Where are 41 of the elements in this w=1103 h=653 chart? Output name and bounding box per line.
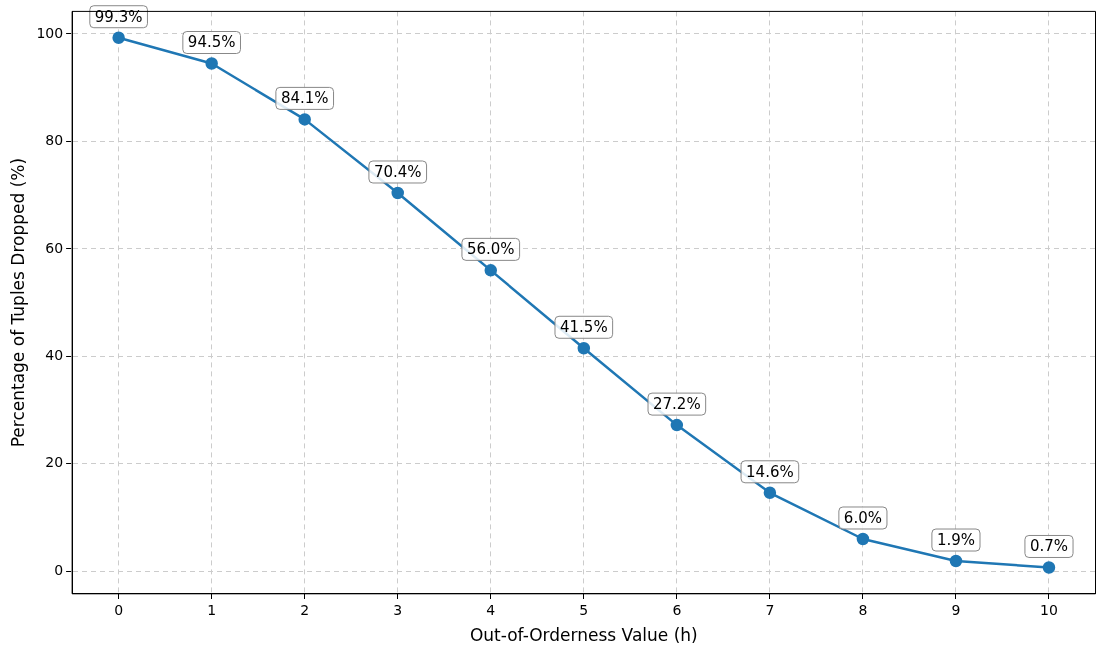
x-axis-title: Out-of-Orderness Value (h) (469, 625, 698, 646)
data-label: 84.1% (280, 89, 329, 108)
data-label: 56.0% (466, 240, 515, 259)
point (856, 532, 870, 546)
x-tick-label: 8 (858, 601, 868, 618)
x-tick-label: 1 (207, 601, 217, 618)
data-label: 0.7% (1029, 537, 1069, 556)
data-label: 27.2% (653, 394, 701, 413)
y-tick-label: 40 (45, 346, 64, 363)
y-axis-title: Percentage of Tuples Dropped (%) (7, 157, 28, 448)
data-label: 41.5% (559, 318, 608, 337)
data-label: 14.6% (746, 462, 794, 481)
point (670, 418, 684, 432)
data-label: 1.9% (936, 530, 975, 549)
x-tick-label: 3 (393, 601, 403, 618)
y-tick-label: 0 (54, 561, 64, 578)
point (577, 342, 591, 355)
x-tick-label: 2 (300, 601, 310, 618)
data-label: 94.5% (187, 33, 236, 52)
data-label: 99.3% (94, 7, 143, 26)
x-tick-label: 10 (1040, 601, 1058, 618)
data-label: 6.0% (843, 508, 882, 527)
x-tick-label: 6 (672, 601, 682, 618)
y-tick-label: 20 (45, 454, 64, 471)
x-tick-label: 4 (486, 601, 496, 618)
point (763, 486, 777, 500)
point (298, 113, 311, 126)
y-tick-label: 100 (36, 24, 64, 41)
point (484, 264, 498, 277)
point (112, 31, 125, 44)
x-tick-label: 7 (765, 601, 775, 618)
point (205, 57, 218, 70)
point (1042, 561, 1056, 574)
y-tick-label: 60 (45, 239, 64, 256)
x-tick-label: 5 (579, 601, 589, 618)
point (391, 186, 404, 200)
x-tick-label: 0 (114, 601, 124, 618)
data-label: 70.4% (373, 162, 422, 181)
y-tick-label: 80 (45, 132, 64, 149)
x-tick-label: 9 (951, 601, 961, 618)
point (949, 554, 963, 568)
